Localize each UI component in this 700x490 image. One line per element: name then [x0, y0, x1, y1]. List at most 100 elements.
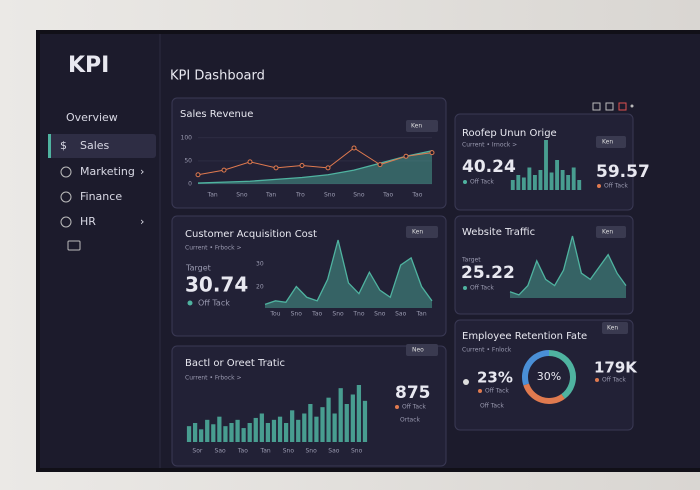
status-dot	[463, 180, 467, 184]
kpi-status: Off Tack	[470, 285, 494, 292]
panel	[171, 97, 447, 209]
bar	[192, 423, 198, 442]
bar	[290, 410, 295, 442]
bar	[350, 394, 355, 442]
toolbar-menu[interactable]	[630, 104, 634, 108]
kpi-status: Off Tack	[198, 299, 230, 308]
area-line	[264, 239, 433, 306]
panel-button-label[interactable]: Neo	[412, 347, 424, 354]
status-dot	[187, 300, 193, 306]
x-tick-label: Tan	[260, 448, 271, 455]
panel-title: Employee Retention Fate	[462, 331, 587, 342]
panel-subtitle: Current • Frbock >	[185, 375, 242, 382]
x-tick-label: Sno	[351, 448, 363, 455]
panel-button[interactable]	[596, 136, 626, 148]
toolbar-icon[interactable]	[618, 102, 627, 111]
x-tick-label: Tao	[237, 448, 248, 455]
bar	[186, 426, 192, 442]
bar	[308, 404, 313, 442]
nav-active-bar	[48, 134, 51, 158]
line-point	[377, 162, 383, 168]
kpi-status: Off Tack	[485, 388, 509, 395]
panel-button-label[interactable]: Ken	[412, 229, 423, 236]
panel	[454, 113, 634, 211]
chevron: ›	[140, 215, 144, 228]
chevron: ›	[140, 165, 144, 178]
panel-button[interactable]	[406, 120, 438, 132]
x-tick-label: Tan	[265, 192, 276, 199]
bar	[229, 423, 234, 442]
nav-item[interactable]: HR	[80, 215, 96, 228]
bar	[560, 170, 565, 190]
panel-button[interactable]	[596, 226, 626, 238]
donut-segment	[522, 350, 550, 386]
kpi-status: Off Tack	[470, 179, 494, 186]
y-tick-label: 100	[181, 134, 193, 141]
panel-title: Bactl or Oreet Tratic	[185, 358, 285, 369]
line-point	[247, 159, 253, 165]
panel-button-label[interactable]: Ken	[602, 229, 613, 236]
x-tick-label: Tou	[269, 311, 280, 318]
y-tick-label: 0	[188, 181, 192, 188]
bar	[320, 407, 325, 442]
bar	[332, 413, 337, 442]
nav-item[interactable]: Sales	[80, 139, 110, 152]
kpi-value: 40.24	[462, 157, 516, 177]
x-tick-label: Sor	[192, 448, 202, 455]
bar	[532, 175, 537, 190]
kpi-status: Off Tack	[402, 404, 426, 411]
panel-button-label[interactable]: Ken	[411, 123, 422, 130]
bar	[247, 423, 252, 442]
x-tick-label: Sno	[283, 448, 295, 455]
kpi-value: 30.74	[185, 273, 248, 297]
bar	[235, 419, 240, 442]
x-tick-label: Sno	[236, 192, 248, 199]
panel-button-label[interactable]: Ken	[602, 139, 613, 146]
bar	[577, 180, 582, 190]
panel	[171, 215, 447, 337]
line	[197, 147, 433, 176]
page-title: KPI Dashboard	[170, 69, 265, 84]
bar	[516, 175, 521, 190]
bar	[283, 423, 289, 442]
status-dot	[597, 184, 601, 188]
nav-item[interactable]: Marketing	[80, 165, 135, 178]
bar	[259, 413, 264, 442]
donut-segment	[548, 350, 576, 399]
toolbar-icon[interactable]	[605, 102, 614, 111]
bar	[199, 429, 204, 442]
nav-item[interactable]: Overview	[66, 111, 118, 124]
bar	[344, 404, 349, 442]
area-line	[509, 235, 627, 296]
panel-button[interactable]	[406, 226, 438, 238]
panel-button[interactable]	[406, 344, 438, 356]
x-tick-label: Tao	[411, 192, 422, 199]
panel-button-label[interactable]: Ken	[607, 325, 618, 332]
x-tick-label: Sao	[215, 448, 226, 455]
bar	[566, 175, 571, 190]
logo: KPI	[68, 53, 109, 78]
y-tick-label: 50	[184, 157, 192, 164]
kpi-value: 25.22	[461, 263, 515, 283]
toolbar-icon[interactable]	[592, 102, 601, 111]
line-point	[299, 163, 305, 169]
x-tick-label: Sno	[353, 192, 365, 199]
status-dot	[478, 389, 482, 393]
x-tick-label: Tao	[311, 311, 322, 318]
x-tick-label: Sno	[324, 192, 336, 199]
bar	[302, 413, 307, 442]
bar	[549, 172, 554, 190]
donut-label: 30%	[537, 370, 561, 383]
kpi-status: Off Tack	[480, 403, 504, 410]
kpi-label: Target	[185, 264, 211, 273]
kpi-status: Off Tack	[604, 183, 628, 190]
bar	[241, 428, 246, 442]
kpi-label: Target	[461, 257, 481, 264]
camera-icon[interactable]	[67, 240, 81, 251]
bar	[271, 419, 277, 442]
panel-button[interactable]	[602, 322, 628, 334]
x-tick-label: Tao	[382, 192, 393, 199]
bar	[538, 170, 543, 190]
nav-item[interactable]: Finance	[80, 190, 122, 203]
x-tick-label: Sao	[395, 311, 406, 318]
